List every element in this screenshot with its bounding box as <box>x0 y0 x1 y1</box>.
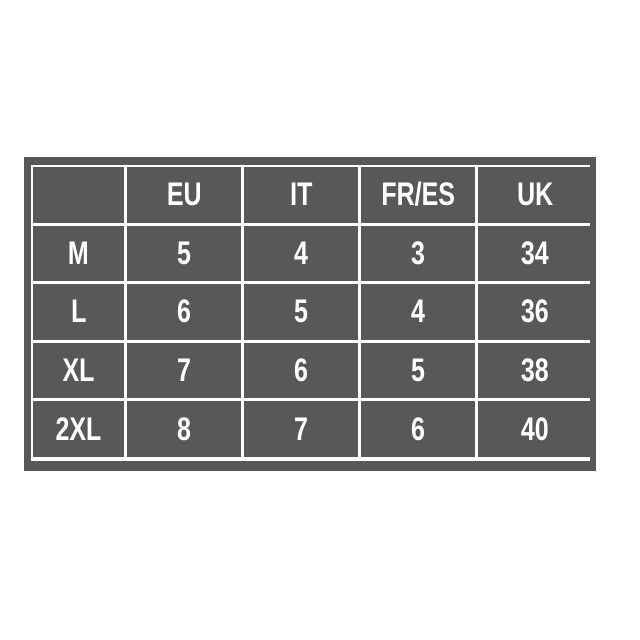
corner-cell <box>33 167 124 223</box>
table-cell-text: 7 <box>177 352 191 389</box>
header-cell-text: FR/ES <box>381 176 455 213</box>
table-cell-text: 36 <box>521 293 549 330</box>
header-cell-text: EU <box>166 176 202 213</box>
header-cell: FR/ES <box>361 167 475 223</box>
header-cell: EU <box>127 167 241 223</box>
row-label-cell: L <box>33 284 124 340</box>
table-cell-text: 40 <box>521 410 549 447</box>
table-cell: 38 <box>478 342 592 399</box>
header-cell: IT <box>244 167 358 223</box>
table-cell: 40 <box>478 401 592 457</box>
table-grid: EU IT FR/ES UK M 5 4 3 34 L 6 5 4 36 XL 7 6 5 38 2XL 8 7 6 40 <box>31 165 592 461</box>
table-cell-text: 4 <box>411 293 425 330</box>
table-cell: 6 <box>127 284 241 340</box>
table-cell: 36 <box>478 284 592 340</box>
table-cell-text: 5 <box>411 352 425 389</box>
table-cell: 4 <box>361 284 475 340</box>
table-cell-text: 3 <box>411 234 425 271</box>
table-cell: 5 <box>244 284 358 340</box>
table-cell: 5 <box>361 342 475 399</box>
table-cell: 34 <box>478 225 592 282</box>
table-cell: 6 <box>244 342 358 399</box>
table-cell-text: 34 <box>521 234 549 271</box>
table-cell: 7 <box>244 401 358 457</box>
row-label-cell-text: M <box>68 234 89 271</box>
table-cell-text: 38 <box>521 352 549 389</box>
row-label-cell-text: XL <box>62 352 95 389</box>
table-cell: 6 <box>361 401 475 457</box>
table-cell: 5 <box>127 225 241 282</box>
table-cell: 3 <box>361 225 475 282</box>
row-label-cell-text: L <box>70 293 87 330</box>
row-label-cell: XL <box>33 342 124 399</box>
table-cell-text: 6 <box>294 352 308 389</box>
table-cell-text: 4 <box>294 234 308 271</box>
table-cell: 4 <box>244 225 358 282</box>
table-cell-text: 7 <box>294 410 308 447</box>
table-cell-text: 6 <box>411 410 425 447</box>
table-cell-text: 6 <box>177 293 191 330</box>
size-chart-table: EU IT FR/ES UK M 5 4 3 34 L 6 5 4 36 XL 7 6 5 38 2XL 8 7 6 40 <box>24 157 596 471</box>
table-cell: 8 <box>127 401 241 457</box>
table-cell: 7 <box>127 342 241 399</box>
header-cell: UK <box>478 167 592 223</box>
header-cell-text: UK <box>516 176 554 213</box>
table-cell-text: 5 <box>294 293 308 330</box>
row-label-cell: M <box>33 225 124 282</box>
table-cell-text: 5 <box>177 234 191 271</box>
row-label-cell-text: 2XL <box>55 410 102 447</box>
table-cell-text: 8 <box>177 410 191 447</box>
header-cell-text: IT <box>289 176 313 213</box>
row-label-cell: 2XL <box>33 401 124 457</box>
